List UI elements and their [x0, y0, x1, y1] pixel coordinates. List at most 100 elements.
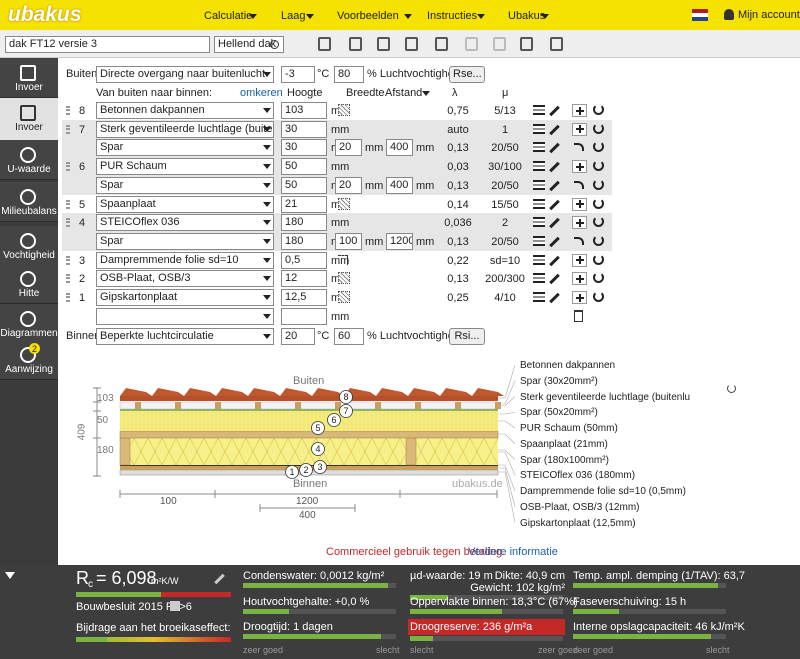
height-input[interactable]: 21	[281, 195, 327, 213]
drag-handle[interactable]	[66, 255, 70, 265]
drag-handle[interactable]	[66, 274, 70, 284]
menu-icon[interactable]	[533, 179, 545, 190]
add-icon[interactable]	[572, 160, 587, 174]
height-input[interactable]: 30	[281, 120, 327, 138]
collapse-arrow[interactable]	[5, 572, 15, 579]
temperature-input[interactable]: -3	[281, 66, 315, 83]
resistance-button[interactable]: Rsi...	[449, 328, 485, 345]
power-icon[interactable]	[593, 272, 604, 284]
logo[interactable]: ubakus	[8, 3, 82, 26]
material-select[interactable]: Spaanplaat	[96, 195, 274, 213]
power-icon[interactable]	[593, 160, 604, 172]
menu-icon[interactable]	[533, 142, 545, 153]
toolbar-icon[interactable]	[520, 37, 533, 51]
material-select[interactable]: Sterk geventileerde luchtlage (buitenl	[96, 120, 274, 138]
transition-select[interactable]: Beperkte luchtcirculatie	[96, 328, 274, 345]
width-input[interactable]: 100	[335, 232, 362, 250]
menu-icon[interactable]	[533, 217, 545, 228]
menu-icon[interactable]	[533, 254, 545, 265]
swap-icon[interactable]	[574, 143, 584, 152]
notice-link[interactable]: Verdere informatie	[468, 546, 558, 558]
menu-icon[interactable]	[533, 198, 545, 209]
power-icon[interactable]	[593, 122, 604, 134]
power-icon[interactable]	[593, 104, 604, 115]
material-select[interactable]: Spar	[96, 176, 274, 194]
add-icon[interactable]	[572, 104, 587, 117]
drag-handle[interactable]	[66, 218, 70, 228]
power-icon[interactable]	[593, 178, 604, 190]
sidebar-item-bg[interactable]	[0, 58, 58, 98]
add-icon[interactable]	[572, 272, 587, 286]
nav-item[interactable]: Laag	[281, 10, 306, 22]
resistance-button[interactable]: Rse...	[449, 66, 485, 83]
height-input[interactable]: 103	[281, 102, 327, 119]
drag-handle[interactable]	[66, 106, 70, 115]
toolbar-icon[interactable]	[465, 37, 478, 51]
menu-icon[interactable]	[533, 273, 545, 284]
height-input[interactable]: 0,5	[281, 251, 327, 269]
menu-icon[interactable]	[533, 161, 545, 172]
distance-input[interactable]: 1200	[386, 232, 413, 250]
swap-icon[interactable]	[574, 180, 584, 189]
sidebar-label[interactable]: Aanwijzing	[5, 364, 53, 375]
standard-dropdown[interactable]	[170, 601, 180, 611]
distance-input[interactable]: 400	[386, 176, 413, 194]
humidity-input[interactable]: 80	[334, 66, 364, 83]
power-icon[interactable]	[593, 197, 604, 209]
sidebar-label[interactable]: Milieubalans	[1, 206, 57, 217]
toolbar-icon[interactable]	[435, 37, 448, 51]
height-input[interactable]: 50	[281, 158, 327, 176]
height-input[interactable]: 12	[281, 270, 327, 288]
drag-handle[interactable]	[66, 162, 70, 172]
toolbar-icon[interactable]	[318, 37, 331, 51]
hatch-icon[interactable]	[338, 291, 350, 303]
material-select[interactable]	[96, 307, 274, 325]
toolbar-icon[interactable]	[405, 37, 418, 51]
account-link[interactable]: Mijn account	[738, 9, 800, 21]
trash-icon[interactable]	[574, 309, 583, 322]
add-icon[interactable]	[572, 216, 587, 230]
nav-item[interactable]: Calculatie	[204, 10, 253, 22]
add-icon[interactable]	[572, 291, 587, 304]
menu-icon[interactable]	[533, 123, 545, 134]
material-select[interactable]: Dampremmende folie sd=10	[96, 251, 274, 269]
material-select[interactable]: Spar	[96, 139, 274, 157]
step-icon[interactable]	[338, 254, 348, 265]
add-icon[interactable]	[572, 253, 587, 267]
add-icon[interactable]	[572, 122, 587, 136]
project-name[interactable]: dak FT12 versie 3	[5, 36, 210, 53]
toolbar-icon[interactable]	[349, 37, 362, 51]
toolbar-icon[interactable]	[377, 37, 390, 51]
height-input[interactable]: 180	[281, 214, 327, 232]
height-input[interactable]: 12,5	[281, 289, 327, 306]
power-icon[interactable]	[593, 253, 604, 265]
menu-icon[interactable]	[533, 292, 545, 302]
height-input[interactable]: 50	[281, 176, 327, 194]
swap-icon[interactable]	[574, 236, 584, 245]
power-icon[interactable]	[593, 234, 604, 246]
sidebar-label[interactable]: Invoer	[15, 122, 43, 133]
sidebar-label[interactable]: Hitte	[18, 288, 40, 299]
nav-item[interactable]: Instructies	[427, 10, 478, 22]
menu-icon[interactable]	[533, 105, 545, 115]
sidebar-label[interactable]: Diagrammen	[0, 328, 58, 339]
power-icon[interactable]	[727, 384, 736, 393]
drag-handle[interactable]	[66, 124, 70, 134]
add-icon[interactable]	[572, 197, 587, 211]
material-select[interactable]: Betonnen dakpannen	[96, 102, 274, 119]
material-select[interactable]: PUR Schaum	[96, 158, 274, 176]
width-input[interactable]: 20	[335, 139, 362, 157]
height-input[interactable]	[281, 307, 327, 325]
nav-item[interactable]: Ubakus	[508, 10, 546, 22]
roof-type[interactable]: Hellend dak	[214, 36, 284, 53]
material-select[interactable]: OSB-Plaat, OSB/3	[96, 270, 274, 288]
transition-select[interactable]: Directe overgang naar buitenlucht	[96, 66, 274, 83]
drag-handle[interactable]	[66, 199, 70, 209]
sidebar-label[interactable]: Vochtigheid	[3, 250, 55, 261]
menu-icon[interactable]	[533, 235, 545, 246]
distance-input[interactable]: 400	[386, 139, 413, 157]
drag-handle[interactable]	[66, 293, 70, 302]
height-input[interactable]: 180	[281, 232, 327, 250]
humidity-input[interactable]: 60	[334, 328, 364, 345]
material-select[interactable]: Gipskartonplaat	[96, 289, 274, 306]
